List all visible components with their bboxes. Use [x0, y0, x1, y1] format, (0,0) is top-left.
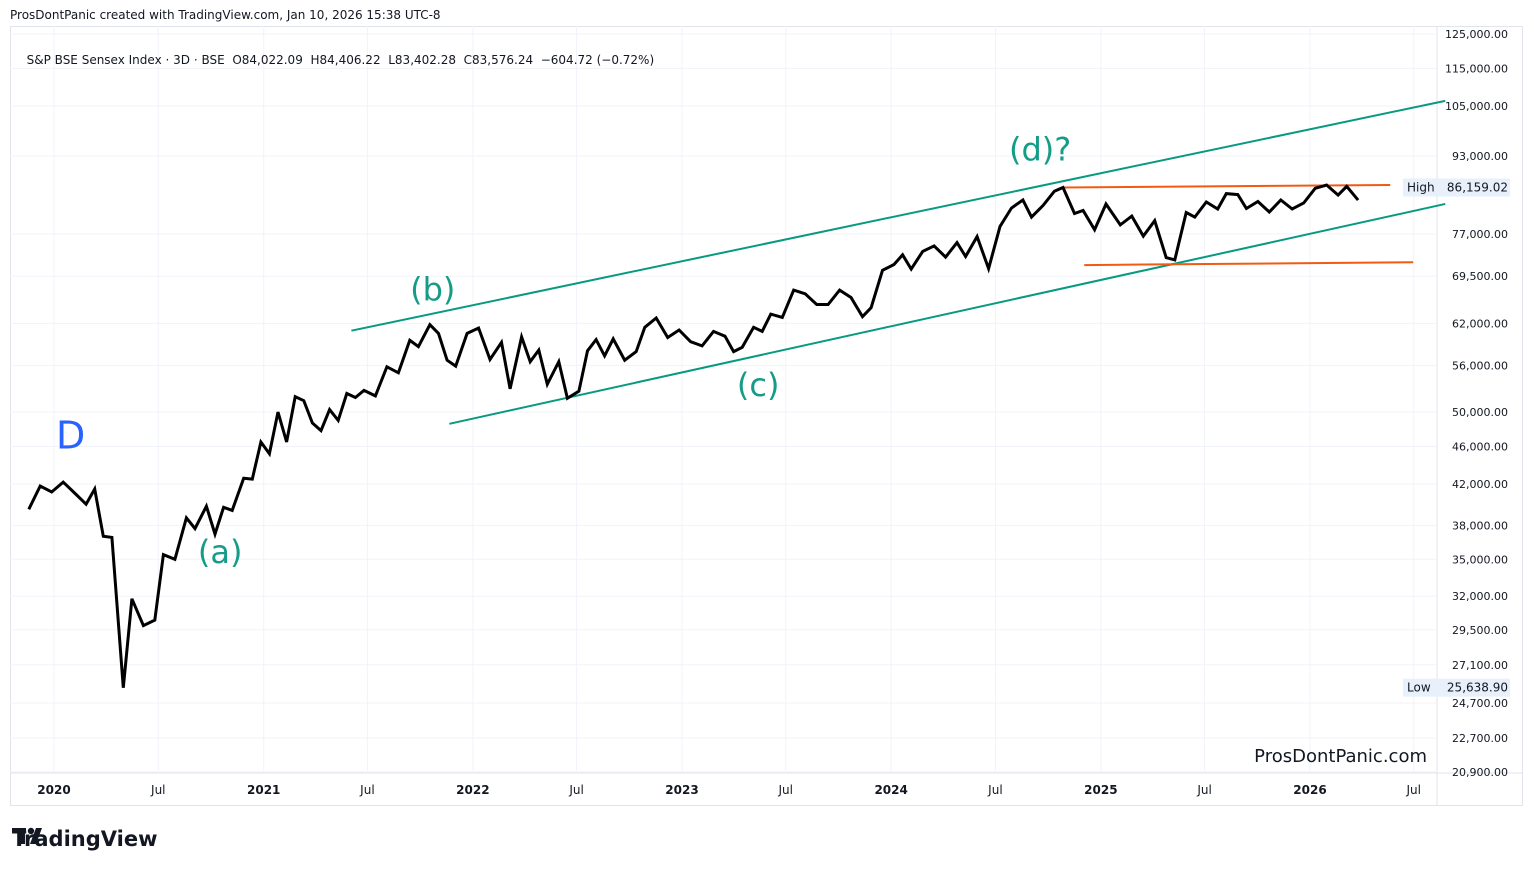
price-tick-label: 62,000.00	[1452, 317, 1508, 330]
wave-label: (b)	[410, 271, 455, 309]
trendline	[351, 99, 1446, 332]
watermark-text: ProsDontPanic.com	[1254, 746, 1427, 767]
price-tick-label: 32,000.00	[1452, 590, 1508, 603]
legend-high: H84,406.22	[310, 53, 381, 67]
time-tick-label: 2023	[665, 783, 698, 797]
grid-lines	[10, 26, 1523, 806]
time-tick-label: 2024	[874, 783, 907, 797]
price-series	[27, 183, 1360, 688]
price-tick-label: 56,000.00	[1452, 359, 1508, 372]
tradingview-logo-icon	[12, 827, 42, 844]
price-tick-label: 42,000.00	[1452, 478, 1508, 491]
trendlines	[351, 99, 1446, 425]
price-tick-label: 77,000.00	[1452, 228, 1508, 241]
high-low-badges: High 86,159.02 Low 25,638.90	[1403, 178, 1510, 697]
wave-label: D	[56, 413, 85, 457]
time-tick-label: Jul	[777, 783, 792, 797]
legend-open: O84,022.09	[232, 53, 303, 67]
price-tick-label: 35,000.00	[1452, 553, 1508, 566]
price-tick-label: 38,000.00	[1452, 519, 1508, 532]
price-tick-label: 20,900.00	[1452, 766, 1508, 779]
wave-label: (a)	[198, 533, 243, 571]
time-tick-label: Jul	[359, 783, 374, 797]
legend-low: L83,402.28	[388, 53, 456, 67]
low-badge-value: 25,638.90	[1447, 681, 1508, 695]
low-badge	[1403, 678, 1510, 697]
wave-label: (d)?	[1009, 130, 1071, 168]
trendline	[1063, 183, 1391, 189]
time-tick-label: Jul	[568, 783, 583, 797]
wave-labels: D (a) (b) (c) (d)?	[56, 130, 1071, 570]
tradingview-logo[interactable]: TradingView	[12, 825, 157, 853]
symbol-legend: S&P BSE Sensex Index · 3D · BSE O84,022.…	[19, 39, 655, 67]
time-tick-label: 2020	[37, 783, 70, 797]
time-tick-label: Jul	[1405, 783, 1420, 797]
price-tick-label: 29,500.00	[1452, 624, 1508, 637]
time-axis[interactable]: 2020 Jul 2021 Jul 2022 Jul 2023 Jul 2024 Jul 2025 J…	[37, 783, 1421, 797]
legend-symbol[interactable]: S&P BSE Sensex Index · 3D · BSE	[26, 53, 225, 67]
time-tick-label: Jul	[150, 783, 165, 797]
price-tick-label: 27,100.00	[1452, 659, 1508, 672]
created-with-line: ProsDontPanic created with TradingView.c…	[10, 8, 441, 22]
trendline	[449, 202, 1446, 425]
chart-border	[10, 26, 1523, 806]
legend-change: −604.72 (−0.72%)	[540, 53, 655, 67]
price-tick-label: 125,000.00	[1445, 28, 1508, 41]
high-badge	[1403, 178, 1510, 197]
time-tick-label: Jul	[987, 783, 1002, 797]
time-tick-label: 2025	[1084, 783, 1117, 797]
price-tick-label: 93,000.00	[1452, 150, 1508, 163]
high-badge-label: High	[1407, 181, 1435, 195]
price-tick-label: 24,700.00	[1452, 697, 1508, 710]
price-tick-label: 115,000.00	[1445, 62, 1508, 75]
trendline	[1084, 261, 1414, 267]
price-line	[27, 183, 1360, 688]
wave-label: (c)	[737, 366, 780, 404]
price-chart[interactable]: D (a) (b) (c) (d)? 125,000.00 115,000.00 105,0…	[10, 26, 1523, 806]
price-tick-label: 46,000.00	[1452, 440, 1508, 453]
time-tick-label: 2026	[1293, 783, 1326, 797]
low-badge-label: Low	[1407, 681, 1431, 695]
price-tick-label: 50,000.00	[1452, 406, 1508, 419]
time-tick-label: Jul	[1196, 783, 1211, 797]
time-tick-label: 2021	[247, 783, 280, 797]
legend-close: C83,576.24	[463, 53, 534, 67]
time-tick-label: 2022	[456, 783, 489, 797]
price-tick-label: 105,000.00	[1445, 100, 1508, 113]
high-badge-value: 86,159.02	[1447, 181, 1508, 195]
price-tick-label: 69,500.00	[1452, 270, 1508, 283]
price-tick-label: 22,700.00	[1452, 732, 1508, 745]
chart-frame: D (a) (b) (c) (d)? 125,000.00 115,000.00 105,0…	[10, 26, 1523, 806]
price-axis[interactable]: 125,000.00 115,000.00 105,000.00 93,000.00 7…	[1445, 28, 1508, 779]
